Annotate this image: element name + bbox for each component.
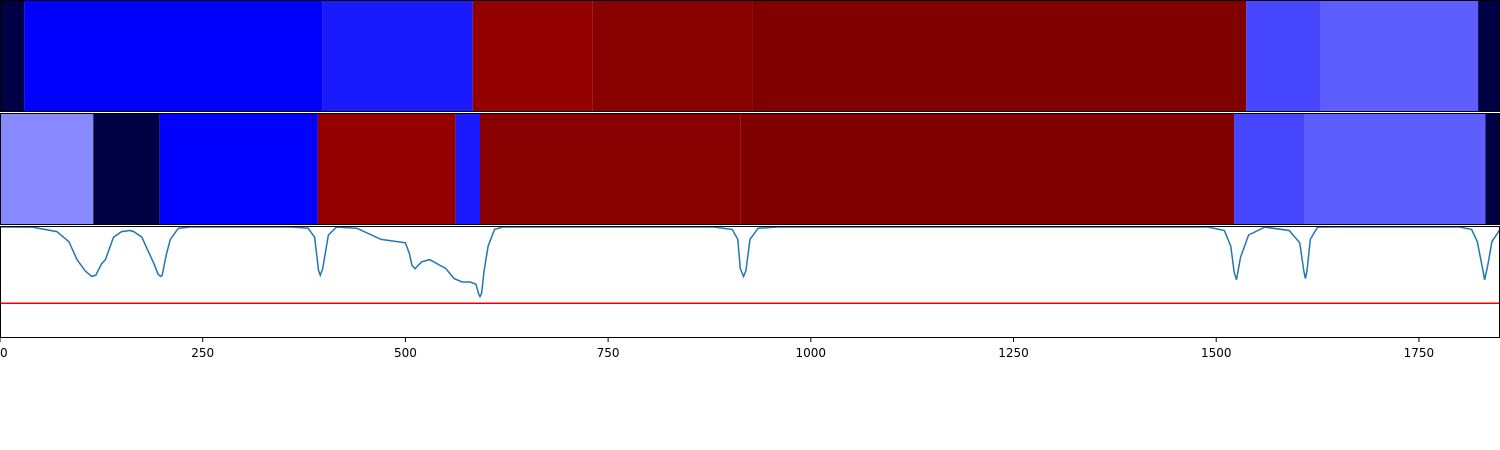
band-1-segment-2 (322, 0, 473, 112)
x-tick-label-250: 250 (191, 346, 214, 360)
x-axis: 0 250 500 750 1000 1250 1500 1750 (0, 338, 1434, 360)
x-tick-label-1000: 1000 (796, 346, 827, 360)
segment-band-middle (0, 113, 1500, 225)
band-2-segment-6 (740, 113, 1235, 225)
x-tick-label-750: 750 (597, 346, 620, 360)
band-2-segment-1 (93, 113, 160, 225)
band-2-segment-4 (455, 113, 480, 225)
band-1-segment-3 (472, 0, 593, 112)
x-tick-label-1500: 1500 (1201, 346, 1232, 360)
band-1-segment-1 (24, 0, 323, 112)
band-2-segment-0 (0, 113, 94, 225)
series-line (0, 226, 1500, 299)
band-1-segment-0 (0, 0, 25, 112)
band-2-segment-9 (1485, 113, 1500, 225)
segment-band-top (0, 0, 1500, 112)
band-2-segment-7 (1234, 113, 1305, 225)
band-1-segment-8 (1478, 0, 1500, 112)
band-1-segment-7 (1320, 0, 1479, 112)
band-2-segment-8 (1304, 113, 1486, 225)
line-panel (0, 226, 1500, 338)
band-1-segment-6 (1246, 0, 1321, 112)
x-tick-label-1250: 1250 (998, 346, 1029, 360)
band-2-segment-3 (317, 113, 456, 225)
band-2-segment-5 (480, 113, 741, 225)
band-1-segment-5 (752, 0, 1247, 112)
x-tick-label-1750: 1750 (1404, 346, 1435, 360)
x-tick-label-0: 0 (0, 346, 8, 360)
band-2-segment-2 (159, 113, 318, 225)
band-1-segment-4 (592, 0, 753, 112)
x-tick-label-500: 500 (394, 346, 417, 360)
